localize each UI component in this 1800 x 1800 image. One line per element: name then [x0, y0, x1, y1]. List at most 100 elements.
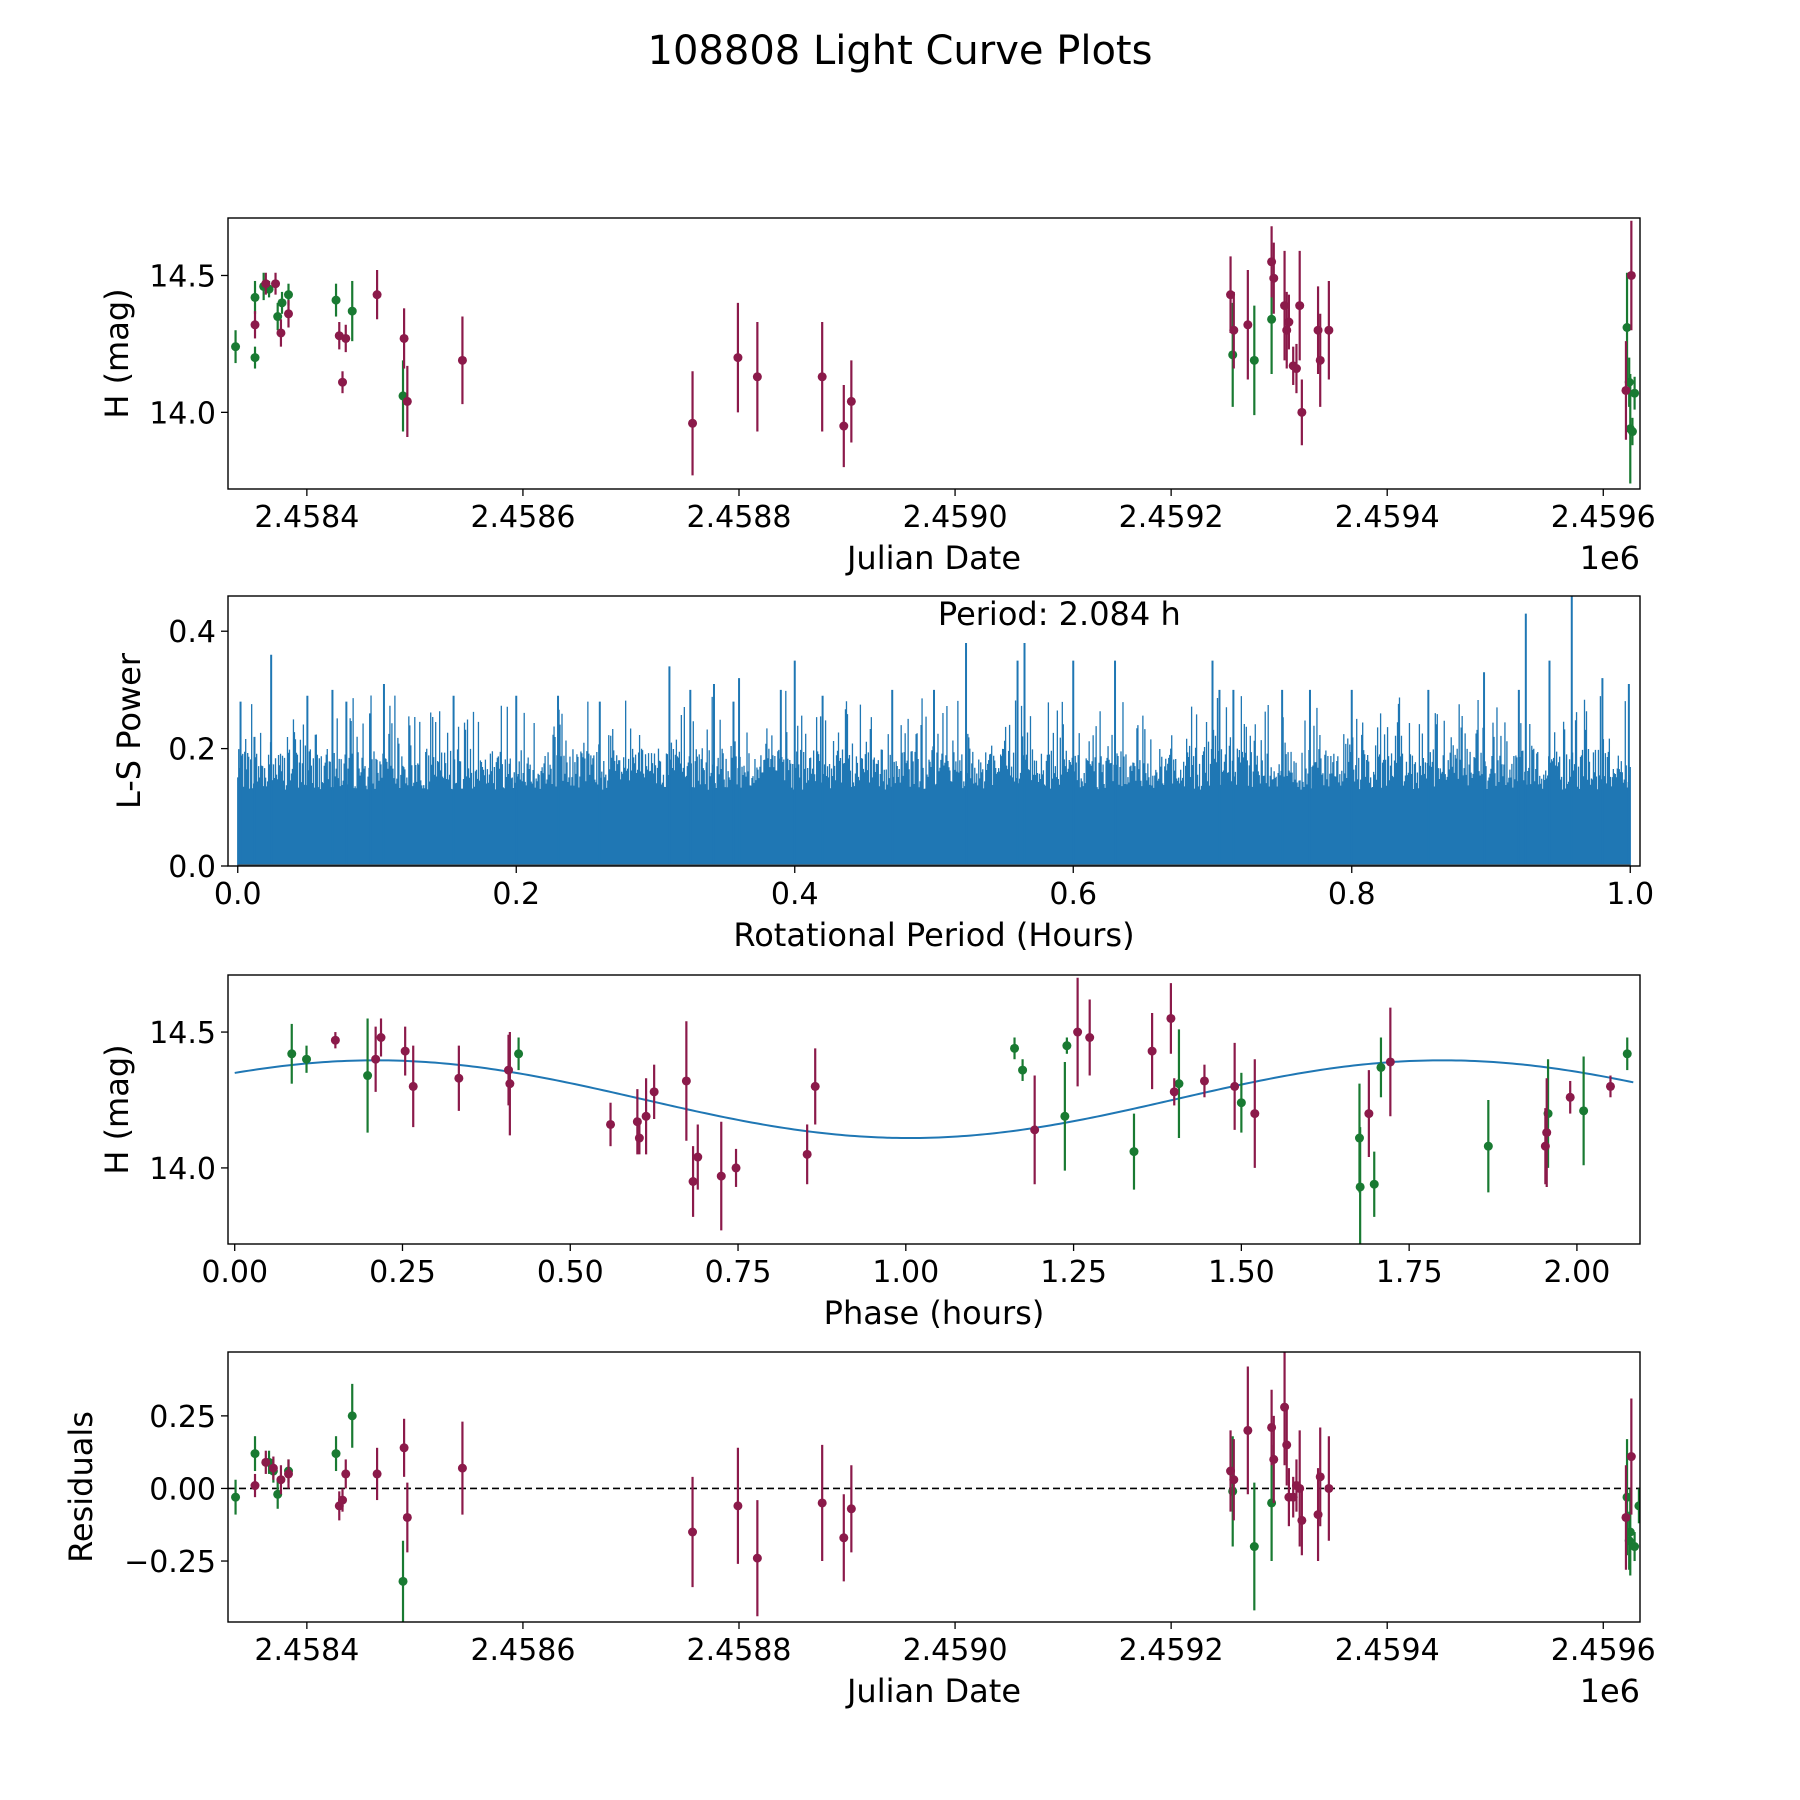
- data-point: [1169, 1087, 1179, 1097]
- data-point: [716, 1171, 726, 1181]
- data-point: [1295, 301, 1305, 311]
- data-point: [681, 1076, 691, 1086]
- plot-area: [228, 218, 1640, 489]
- data-point: [1483, 1141, 1493, 1151]
- axes-frame: [227, 595, 1641, 867]
- data-point: [514, 1049, 524, 1059]
- data-point: [688, 418, 698, 428]
- data-point: [1540, 1141, 1550, 1151]
- data-point: [1269, 1454, 1279, 1464]
- data-point: [752, 1553, 762, 1563]
- data-point: [261, 1457, 271, 1467]
- data-point: [1229, 325, 1239, 335]
- data-point: [1230, 1081, 1240, 1091]
- data-point: [347, 306, 357, 316]
- data-point: [457, 355, 467, 365]
- x-tick-label: 0.2: [492, 877, 540, 912]
- x-tick-label: 1.50: [1208, 1255, 1275, 1290]
- x-tick-label: 0.25: [369, 1255, 436, 1290]
- x-tick-label: 2.4592: [1119, 500, 1224, 535]
- data-point: [817, 372, 827, 382]
- data-point: [341, 1469, 351, 1479]
- y-tick-label: 0.0: [168, 850, 216, 885]
- data-point: [634, 1133, 644, 1143]
- data-point: [454, 1073, 464, 1083]
- y-tick-label: 14.5: [149, 1016, 216, 1051]
- figure-title: 108808 Light Curve Plots: [647, 28, 1153, 74]
- x-tick-label: 0.4: [771, 877, 819, 912]
- data-point: [250, 1449, 260, 1459]
- axis-offset-label: 1e6: [1580, 1672, 1640, 1710]
- data-point: [1147, 1046, 1157, 1056]
- data-point: [276, 328, 286, 338]
- data-point: [408, 1081, 418, 1091]
- period-annotation: Period: 2.084 h: [938, 595, 1181, 633]
- data-point: [1622, 322, 1632, 332]
- data-point: [371, 1054, 381, 1064]
- x-tick-label: 0.50: [537, 1255, 604, 1290]
- data-point: [399, 333, 409, 343]
- data-point: [283, 309, 293, 319]
- x-axis-label: Phase (hours): [824, 1294, 1045, 1332]
- y-axis-label: Residuals: [62, 1411, 100, 1563]
- data-point: [1605, 1081, 1615, 1091]
- axes-frame: [227, 1351, 1641, 1623]
- data-point: [376, 1032, 386, 1042]
- data-point: [1249, 355, 1259, 365]
- data-point: [1062, 1041, 1072, 1051]
- data-point: [338, 1495, 348, 1505]
- data-point: [1622, 1049, 1632, 1059]
- data-layer: [231, 1352, 1640, 1622]
- data-point: [250, 1481, 260, 1491]
- data-point: [1085, 1032, 1095, 1042]
- data-point: [1282, 1440, 1292, 1450]
- data-point: [1030, 1125, 1040, 1135]
- x-axis-label: Rotational Period (Hours): [733, 916, 1134, 954]
- x-tick-label: 1.0: [1606, 877, 1654, 912]
- data-point: [399, 1443, 409, 1453]
- data-point: [846, 396, 856, 406]
- data-point: [402, 1512, 412, 1522]
- plot-area: [228, 1352, 1640, 1622]
- y-tick-label: 14.0: [149, 396, 216, 431]
- data-point: [1229, 1475, 1239, 1485]
- y-tick-label: 14.0: [149, 1152, 216, 1187]
- data-point: [1018, 1065, 1028, 1075]
- x-tick-label: 0.00: [201, 1255, 268, 1290]
- axis-offset-label: 1e6: [1580, 539, 1640, 577]
- data-layer: [237, 596, 1631, 866]
- x-axis-label: Julian Date: [845, 1672, 1021, 1710]
- data-point: [1364, 1109, 1374, 1119]
- data-point: [1634, 1501, 1640, 1511]
- data-point: [271, 279, 281, 289]
- data-point: [1010, 1043, 1020, 1053]
- data-point: [261, 279, 271, 289]
- y-tick-label: 0.2: [168, 733, 216, 768]
- x-tick-label: 2.4586: [470, 1633, 575, 1668]
- x-tick-label: 2.4590: [903, 1633, 1008, 1668]
- model-layer: [234, 1059, 1634, 1140]
- plot-area: [228, 975, 1640, 1244]
- data-point: [1267, 314, 1277, 324]
- axes-frame: [227, 217, 1641, 490]
- data-point: [649, 1087, 659, 1097]
- data-point: [398, 1576, 408, 1586]
- periodogram-power: [237, 690, 1631, 866]
- y-tick-label: 14.5: [149, 259, 216, 294]
- data-point: [402, 396, 412, 406]
- data-point: [1269, 273, 1279, 283]
- data-point: [817, 1498, 827, 1508]
- data-layer: [287, 977, 1632, 1244]
- x-tick-label: 0.6: [1049, 877, 1097, 912]
- data-point: [1630, 1542, 1640, 1552]
- x-tick-label: 0.8: [1328, 877, 1376, 912]
- axes-frame: [227, 974, 1641, 1245]
- data-point: [504, 1065, 514, 1075]
- x-tick-label: 1.75: [1376, 1255, 1443, 1290]
- data-point: [802, 1149, 812, 1159]
- x-tick-label: 2.4588: [687, 500, 792, 535]
- data-point: [1243, 320, 1253, 330]
- data-point: [231, 1492, 241, 1502]
- data-point: [839, 1533, 849, 1543]
